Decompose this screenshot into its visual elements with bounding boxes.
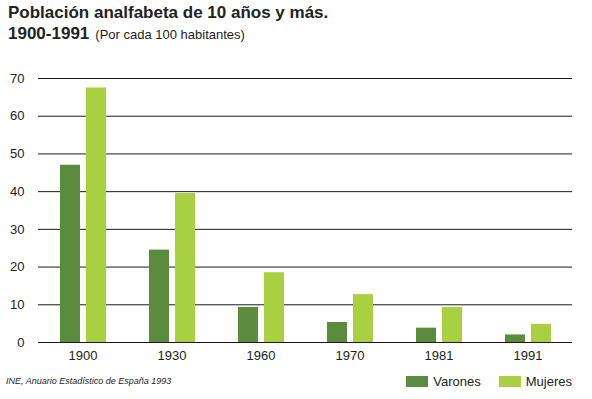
svg-text:1960: 1960 <box>247 348 276 363</box>
html-text:INE, Anuario Estadístico de Es: INE, Anuario Estadístico de España 1993 <box>6 376 172 386</box>
svg-text:50: 50 <box>10 146 24 161</box>
html-text:1900-1991 (Por cada 100 habita: 1900-1991 (Por cada 100 habitantes) <box>8 24 245 43</box>
svg-text:10: 10 <box>10 297 24 312</box>
svg-text:1991: 1991 <box>514 348 543 363</box>
svg-text:30: 30 <box>10 222 24 237</box>
html-text:Varones: Varones <box>433 374 481 389</box>
svg-text:20: 20 <box>10 259 24 274</box>
svg-text:1970: 1970 <box>336 348 365 363</box>
svg-text:1900: 1900 <box>69 348 98 363</box>
svg-text:70: 70 <box>10 71 24 86</box>
svg-text:1930: 1930 <box>158 348 187 363</box>
svg-text:1981: 1981 <box>425 348 454 363</box>
svg-text:40: 40 <box>10 184 24 199</box>
html-text:Población analfabeta de 10 año: Población analfabeta de 10 años y más. <box>8 3 329 22</box>
html-text:Mujeres: Mujeres <box>525 374 572 389</box>
svg-text:0: 0 <box>17 335 24 350</box>
svg-text:60: 60 <box>10 108 24 123</box>
